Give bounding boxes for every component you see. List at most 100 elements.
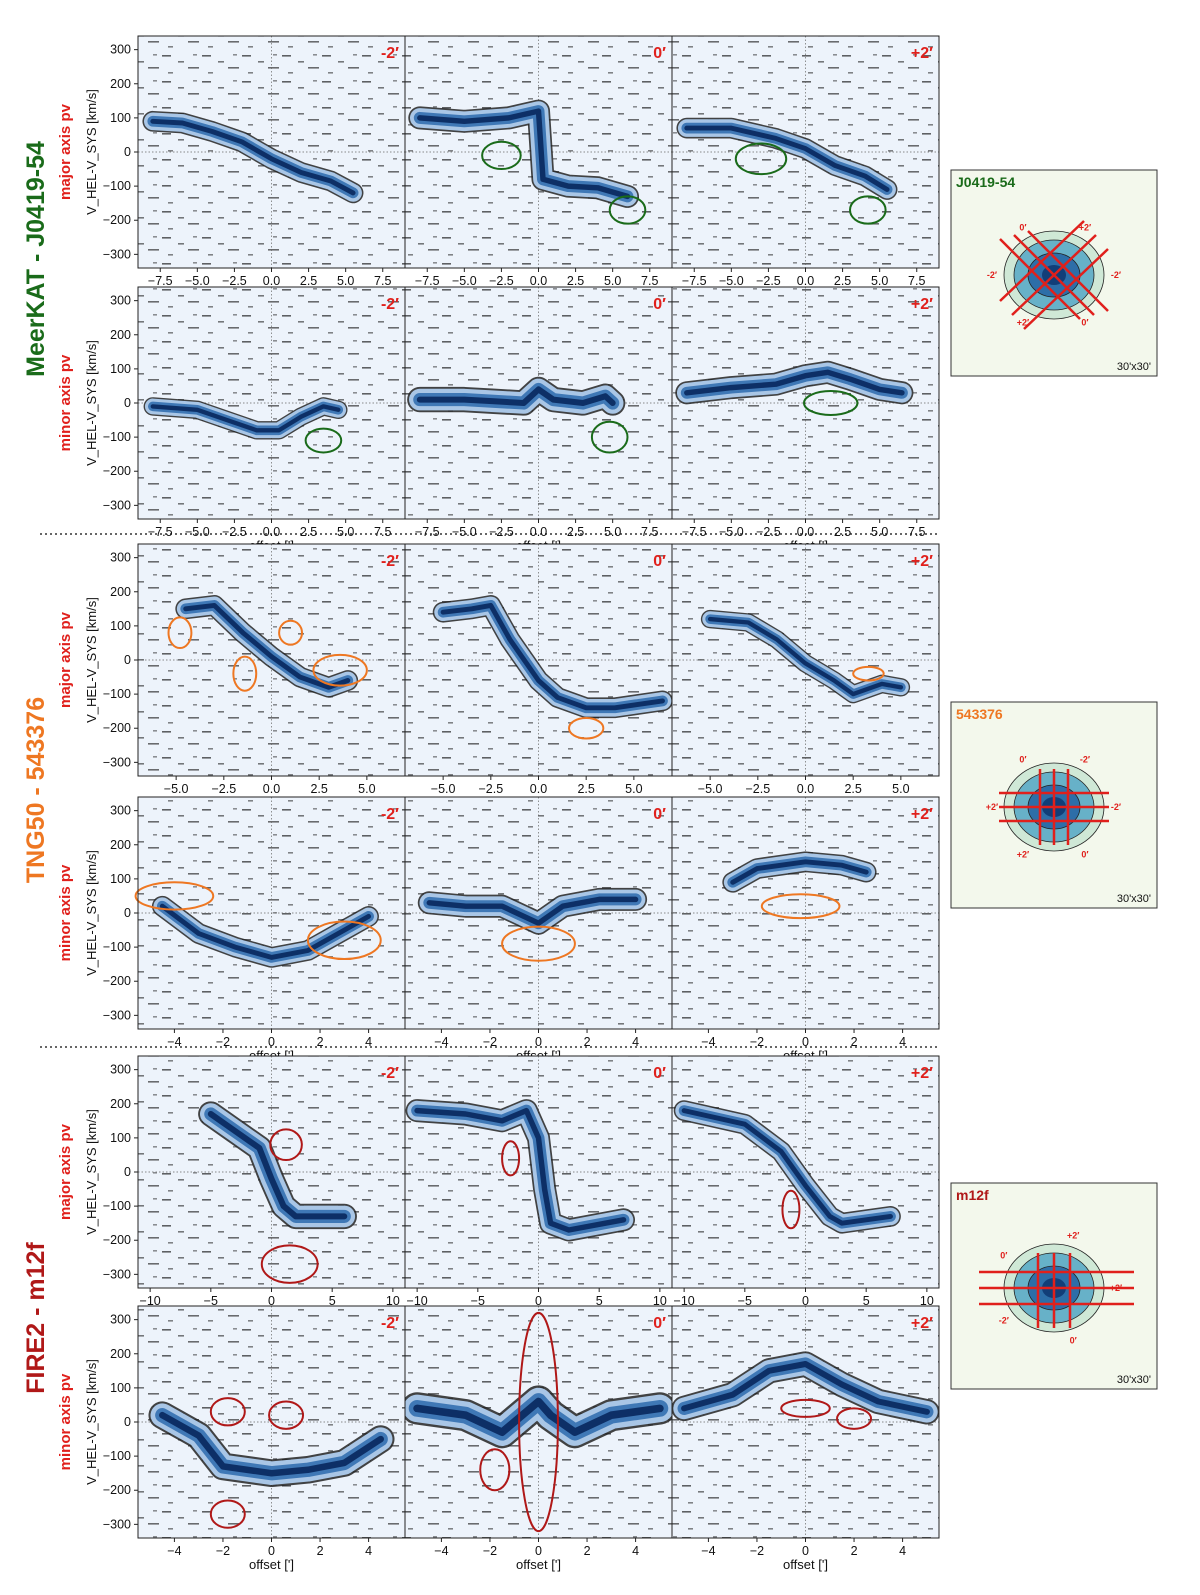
x-tick-label: −5 xyxy=(738,1294,752,1308)
emission-contour-peak xyxy=(426,896,639,926)
slit-line xyxy=(999,238,1081,320)
slit-line xyxy=(999,220,1085,302)
row-label: minor axis pv xyxy=(57,1373,74,1470)
y-tick-label: −100 xyxy=(103,179,131,193)
x-tick-label: 7.5 xyxy=(641,274,658,288)
row-label: major axis pv xyxy=(57,1123,74,1220)
slice-label: 0′ xyxy=(653,553,666,570)
x-tick-label: −2 xyxy=(216,1035,230,1049)
x-tick-label: −2 xyxy=(750,1544,764,1558)
slit-label: +2′ xyxy=(986,802,998,812)
x-tick-label: 0.0 xyxy=(263,782,280,796)
x-tick-label: 2.5 xyxy=(567,274,584,288)
x-tick-label: 4 xyxy=(632,1544,639,1558)
x-tick-label: 2 xyxy=(851,1035,858,1049)
anomalous-gas-ellipse xyxy=(232,655,258,692)
inset-title: J0419-54 xyxy=(956,174,1015,190)
anomalous-gas-ellipse xyxy=(836,1407,873,1430)
x-tick-label: −5.0 xyxy=(164,782,189,796)
y-tick-label: −200 xyxy=(103,721,131,735)
x-tick-label: 5.0 xyxy=(604,274,621,288)
y-tick-label: 0 xyxy=(124,906,131,920)
x-tick-label: −5.0 xyxy=(719,525,744,539)
x-tick-label: −2.5 xyxy=(222,274,247,288)
anomalous-gas-ellipse xyxy=(479,1448,511,1492)
emission-contour-peak xyxy=(684,369,905,396)
section-title-fire2: FIRE2 - m12f xyxy=(22,1242,50,1394)
x-tick-label: 2.5 xyxy=(310,782,327,796)
x-tick-label: 0 xyxy=(268,1035,275,1049)
slice-label: -2′ xyxy=(381,553,399,570)
slit-label: +2′ xyxy=(1110,1283,1122,1293)
pv-panel xyxy=(672,287,939,519)
slice-label: -2′ xyxy=(381,1065,399,1082)
moment-map-insets: -2′ 0′ +2′ -2′ 0′ +2′ J0419-54 30'x30' -2′ 0′ +2′ +… xyxy=(950,169,1158,1390)
pv-panel xyxy=(672,36,939,268)
slit-label: +2′ xyxy=(1017,850,1029,860)
y-tick-label: 300 xyxy=(110,804,131,818)
x-tick-label: −2 xyxy=(750,1035,764,1049)
emission-contour-peak xyxy=(159,1411,384,1477)
x-tick-label: −2.5 xyxy=(489,274,514,288)
anomalous-gas-ellipse xyxy=(260,1244,319,1284)
x-tick-label: −4 xyxy=(701,1035,715,1049)
x-tick-label: 0 xyxy=(535,1035,542,1049)
y-axis-label: V_HEL-V_SYS [km/s] xyxy=(84,597,99,723)
x-tick-label: 0 xyxy=(802,1544,809,1558)
slice-label: +2′ xyxy=(911,45,933,62)
x-tick-label: −5.0 xyxy=(719,274,744,288)
y-tick-label: 300 xyxy=(110,551,131,565)
x-tick-label: 0 xyxy=(268,1544,275,1558)
pv-panel xyxy=(672,544,939,776)
inset-title: 543376 xyxy=(956,706,1003,722)
pv-panel xyxy=(672,1306,939,1538)
anomalous-gas-ellipse xyxy=(568,717,605,740)
slice-label: 0′ xyxy=(653,1065,666,1082)
slit-label: 0′ xyxy=(1019,754,1026,764)
y-tick-label: 200 xyxy=(110,585,131,599)
x-tick-label: 7.5 xyxy=(374,525,391,539)
row-label: major axis pv xyxy=(57,103,74,200)
inset-title: m12f xyxy=(956,1187,989,1203)
slit-line xyxy=(1027,230,1109,312)
x-tick-label: −2.5 xyxy=(756,525,781,539)
x-tick-label: 2.5 xyxy=(844,782,861,796)
y-tick-label: −200 xyxy=(103,1233,131,1247)
section-title-meerkat: MeerKAT - J0419-54 xyxy=(22,141,50,377)
slit-label: 0′ xyxy=(1019,222,1026,232)
x-tick-label: 5 xyxy=(329,1294,336,1308)
x-tick-label: 4 xyxy=(899,1035,906,1049)
x-tick-label: 2 xyxy=(584,1035,591,1049)
x-tick-label: 4 xyxy=(899,1544,906,1558)
emission-contour-peak xyxy=(681,1360,930,1415)
y-tick-label: 200 xyxy=(110,838,131,852)
x-tick-label: 7.5 xyxy=(374,274,391,288)
y-tick-label: −200 xyxy=(103,464,131,478)
x-tick-label: −7.5 xyxy=(682,525,707,539)
x-tick-label: 2.5 xyxy=(577,782,594,796)
slit-label: -2′ xyxy=(999,1315,1009,1325)
y-tick-label: 200 xyxy=(110,328,131,342)
pv-panel xyxy=(405,287,672,519)
y-axis-label: V_HEL-V_SYS [km/s] xyxy=(84,89,99,215)
x-tick-label: 2 xyxy=(317,1544,324,1558)
anomalous-gas-ellipse xyxy=(760,893,841,920)
x-tick-label: 0.0 xyxy=(797,274,814,288)
emission-contour-peak xyxy=(159,903,372,960)
anomalous-gas-ellipse xyxy=(278,619,304,646)
x-tick-label: 5 xyxy=(596,1294,603,1308)
y-axis-label: V_HEL-V_SYS [km/s] xyxy=(84,850,99,976)
x-tick-label: 2.5 xyxy=(300,274,317,288)
x-tick-label: 2.5 xyxy=(300,525,317,539)
x-tick-label: 10 xyxy=(653,1294,667,1308)
x-tick-label: 7.5 xyxy=(641,525,658,539)
slit-label: -2′ xyxy=(1111,270,1121,280)
row-label: major axis pv xyxy=(57,611,74,708)
x-tick-label: −5.0 xyxy=(185,274,210,288)
inset-size-label: 30'x30' xyxy=(1117,1374,1151,1386)
slit-label: -2′ xyxy=(1080,754,1090,764)
x-tick-label: −5 xyxy=(471,1294,485,1308)
x-tick-label: 7.5 xyxy=(908,274,925,288)
slit-label: 0′ xyxy=(1081,850,1088,860)
